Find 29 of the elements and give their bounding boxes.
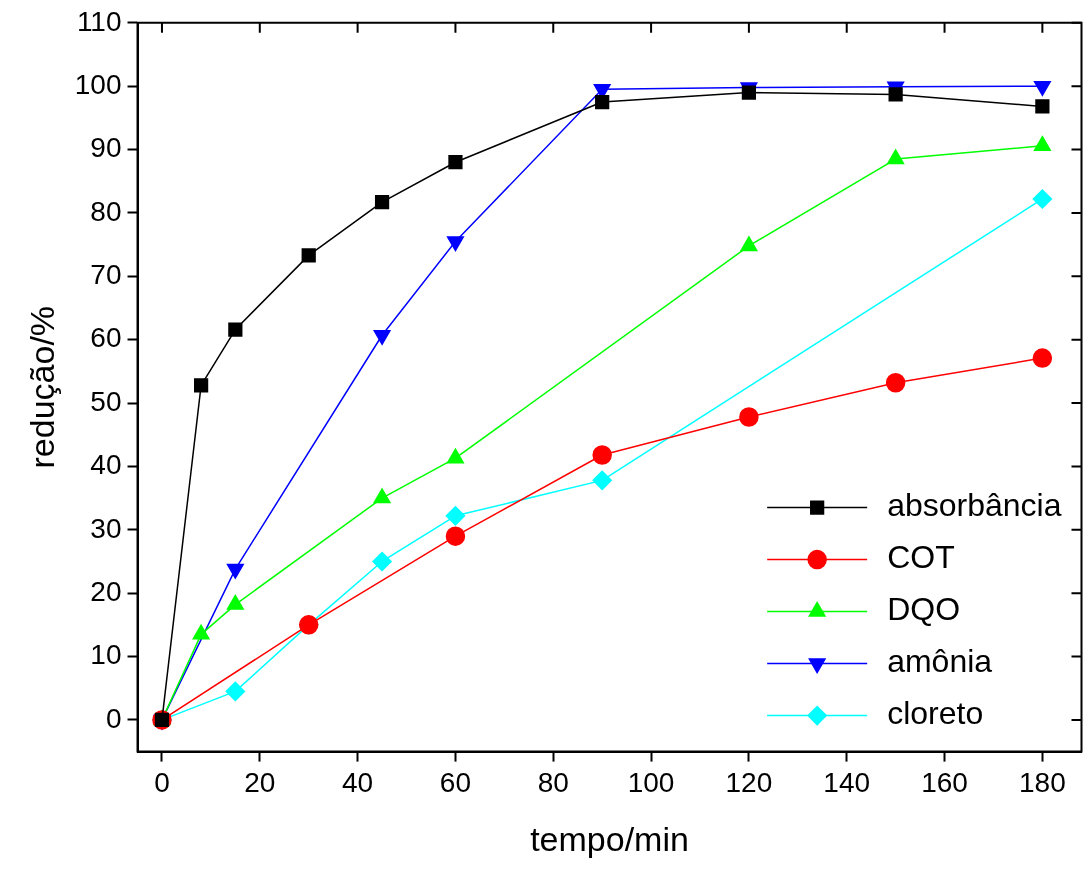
y-tick-label: 60 xyxy=(90,322,122,354)
legend-label: absorbância xyxy=(887,487,1062,524)
x-tick-label: 0 xyxy=(154,767,170,799)
x-tick-label: 40 xyxy=(342,767,374,799)
legend-label: cloreto xyxy=(887,695,984,732)
legend-label: DQO xyxy=(887,591,961,628)
x-tick-label: 180 xyxy=(1019,767,1066,799)
legend-label: amônia xyxy=(887,643,993,680)
y-tick-label: 90 xyxy=(90,132,122,164)
x-tick-label: 80 xyxy=(537,767,569,799)
y-tick-label: 40 xyxy=(90,449,122,481)
x-tick-label: 160 xyxy=(921,767,968,799)
x-tick-label: 60 xyxy=(439,767,472,799)
y-tick-label: 80 xyxy=(90,195,122,227)
y-tick-label: 100 xyxy=(74,68,122,100)
y-tick-label: 30 xyxy=(90,512,122,544)
y-tick-label: 10 xyxy=(90,639,122,671)
y-tick-label: 0 xyxy=(105,702,122,734)
x-tick-label: 100 xyxy=(627,767,675,799)
y-tick-label: 110 xyxy=(76,5,122,37)
x-tick-label: 140 xyxy=(823,767,871,799)
x-tick-label: 120 xyxy=(725,767,773,799)
y-tick-label: 70 xyxy=(90,259,122,291)
legend-label: COT xyxy=(887,539,955,576)
x-tick-label: 20 xyxy=(244,767,276,799)
y-axis-title: redução/% xyxy=(22,305,61,469)
x-axis-title: tempo/min xyxy=(530,819,689,858)
y-tick-label: 20 xyxy=(90,575,122,607)
y-tick-label: 50 xyxy=(90,385,122,417)
